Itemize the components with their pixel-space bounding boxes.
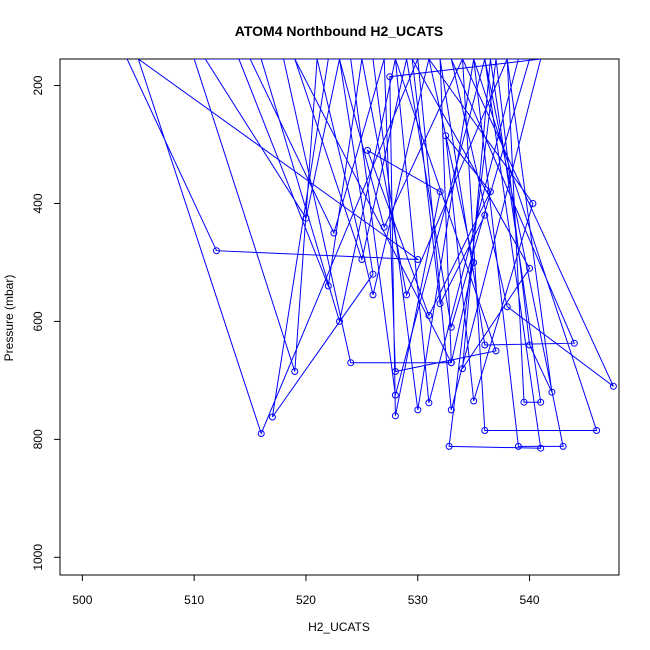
data-point — [537, 444, 545, 452]
data-point — [442, 132, 450, 140]
series-line — [366, 59, 614, 449]
data-point — [369, 270, 377, 278]
data-point — [526, 264, 534, 272]
data-point — [425, 312, 433, 319]
data-point — [369, 291, 377, 299]
data-point — [481, 211, 489, 219]
data-point — [324, 282, 332, 290]
data-point — [213, 247, 220, 255]
data-point — [481, 341, 489, 349]
data-point — [447, 359, 455, 367]
data-point — [526, 341, 534, 349]
x-axis: 500 510 520 530 540 — [72, 575, 540, 607]
data-point — [425, 399, 433, 407]
data-point — [520, 398, 528, 406]
data-point — [492, 347, 500, 355]
data-point — [486, 188, 494, 196]
y-tick-label: 1000 — [31, 544, 45, 571]
data-point — [336, 317, 343, 325]
data-point — [302, 214, 310, 222]
data-point — [268, 413, 276, 421]
data-point — [330, 229, 338, 237]
data-point — [436, 300, 444, 308]
x-tick-label: 510 — [184, 593, 204, 607]
data-point — [537, 398, 545, 406]
series-2 — [364, 59, 617, 452]
data-point — [548, 388, 556, 396]
y-tick-label: 800 — [31, 429, 45, 449]
data-point — [459, 365, 466, 373]
data-point — [358, 256, 366, 263]
data-point — [503, 303, 511, 311]
y-tick-label: 400 — [31, 193, 45, 213]
data-point — [559, 442, 567, 450]
data-point — [514, 442, 522, 450]
data-point — [347, 359, 355, 367]
series-1 — [126, 59, 508, 437]
data-point — [447, 406, 455, 414]
data-point — [445, 442, 453, 450]
data-point — [470, 397, 478, 405]
data-point — [436, 188, 444, 196]
data-point — [386, 73, 394, 81]
data-point — [291, 368, 299, 375]
x-tick-label: 530 — [408, 593, 428, 607]
data-point — [529, 200, 537, 207]
data-point — [257, 430, 265, 437]
data-point — [414, 406, 422, 414]
plot-frame — [59, 58, 620, 576]
data-point — [570, 339, 578, 347]
y-axis-label: Pressure (mbar) — [2, 275, 16, 362]
data-point — [470, 259, 478, 266]
y-tick-label: 200 — [31, 75, 45, 95]
x-tick-label: 540 — [520, 593, 540, 607]
data-point — [391, 368, 399, 375]
y-tick-label: 600 — [31, 311, 45, 331]
x-tick-label: 500 — [72, 593, 92, 607]
chart-title: ATOM4 Northbound H2_UCATS — [235, 23, 443, 39]
data-point — [391, 412, 399, 420]
data-point — [481, 427, 489, 434]
data-point — [364, 146, 371, 154]
series-layer — [126, 59, 617, 452]
x-tick-label: 520 — [296, 593, 316, 607]
y-axis: 200 400 600 800 1000 — [31, 75, 60, 571]
data-point — [380, 223, 388, 231]
data-point — [593, 427, 601, 434]
data-point — [609, 382, 617, 390]
series-line — [126, 59, 508, 435]
x-axis-label: H2_UCATS — [308, 620, 370, 634]
data-point — [447, 323, 455, 331]
